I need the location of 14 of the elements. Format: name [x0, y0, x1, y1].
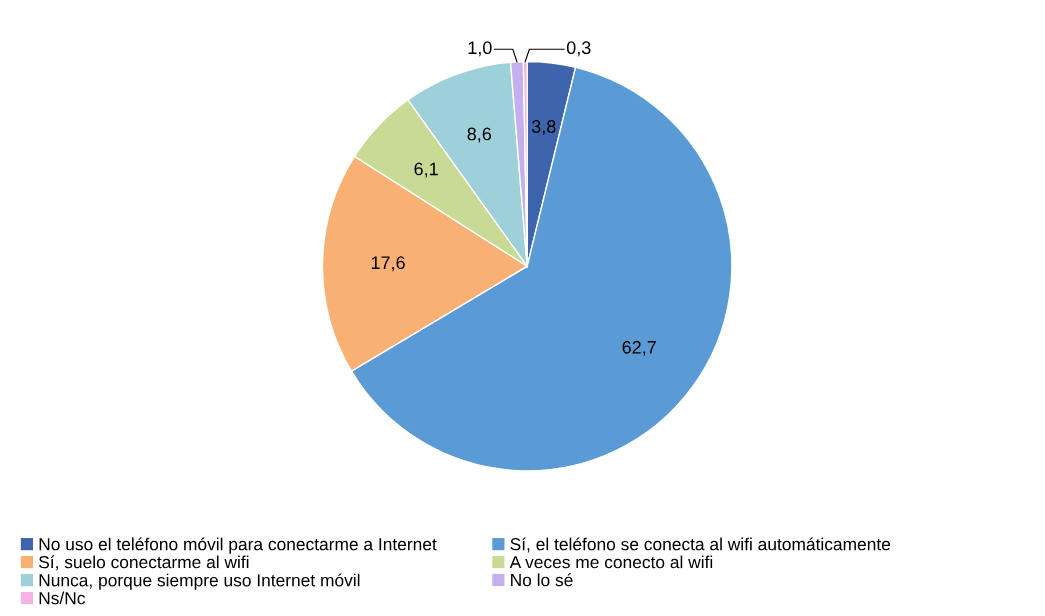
data-label: 17,6 [371, 256, 405, 272]
data-label: 62,7 [622, 340, 656, 356]
legend-label: Ns/Nc [39, 591, 86, 605]
legend-label: Sí, el teléfono se conecta al wifi automáticamente [510, 537, 891, 553]
data-label: 0,3 [566, 41, 591, 57]
data-label: 3,8 [531, 120, 556, 135]
legend-label: A veces me conecto al wifi [509, 555, 713, 569]
legend-label: Nunca, porque siempre uso Internet móvil [39, 573, 360, 590]
data-label: 6,1 [414, 162, 438, 178]
legend-label: Sí, suelo conectarme al wifi [39, 555, 249, 571]
data-label: 1,0 [468, 41, 492, 57]
legend-label: No lo sé [511, 573, 573, 587]
data-label: 8,6 [467, 127, 492, 143]
legend-label: No uso el teléfono móvil para conectarme a Internet [39, 537, 437, 554]
